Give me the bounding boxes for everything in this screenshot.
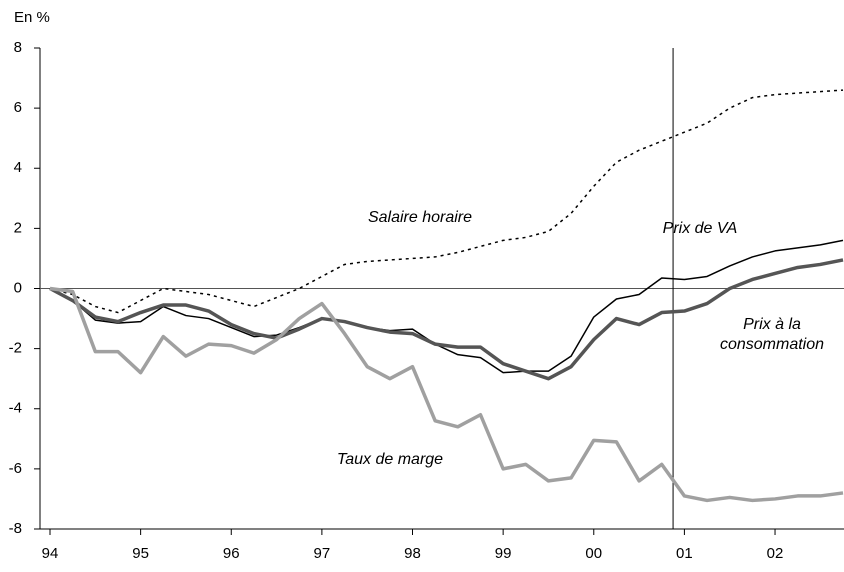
x-tick-label: 95 [132, 545, 149, 562]
x-tick-label: 96 [223, 545, 240, 562]
y-tick-label: -2 [9, 340, 22, 357]
series-line [49, 286, 844, 503]
series-line [49, 239, 844, 374]
y-tick-label: -8 [9, 520, 22, 537]
y-tick-label: -6 [9, 460, 22, 477]
x-tick-label: 02 [767, 545, 784, 562]
series-label: Salaire horaire [367, 209, 473, 226]
x-tick-label: 97 [314, 545, 331, 562]
y-tick-label: 6 [14, 99, 22, 116]
x-tick-label: 98 [404, 545, 421, 562]
x-tick-label: 99 [495, 545, 512, 562]
y-tick-label: 4 [14, 159, 22, 176]
series-line [49, 89, 844, 314]
y-tick-label: 2 [14, 219, 22, 236]
x-tick-label: 94 [42, 545, 59, 562]
x-tick-label: 01 [676, 545, 693, 562]
x-tick-label: 00 [585, 545, 602, 562]
y-tick-label: -4 [9, 400, 22, 417]
y-tick-label: 8 [14, 39, 22, 56]
series-line [49, 258, 844, 381]
y-axis-label: En % [14, 9, 50, 26]
series-label: Prix de VA [662, 220, 738, 237]
series-label: Prix à la consommation [719, 316, 825, 353]
y-tick-label: 0 [14, 279, 22, 296]
series-label: Taux de marge [336, 451, 444, 468]
